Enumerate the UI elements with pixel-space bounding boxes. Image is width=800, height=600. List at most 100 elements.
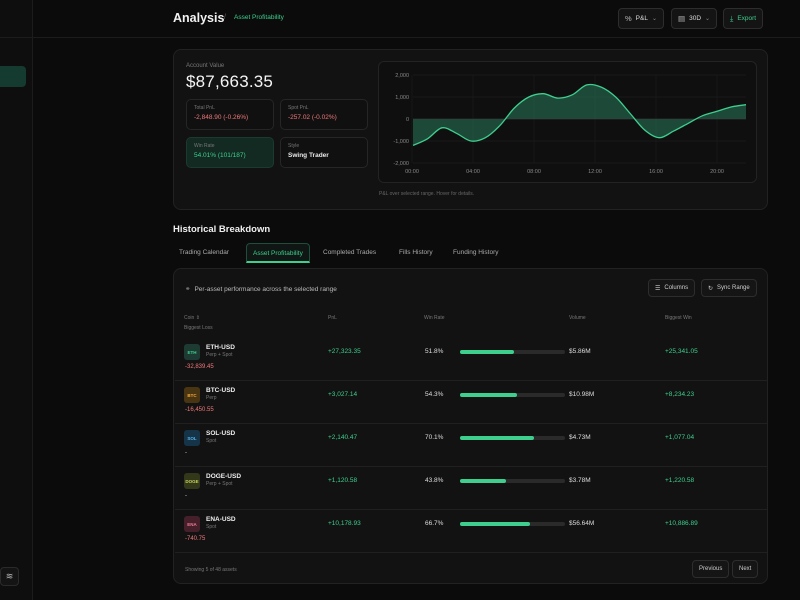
table-row[interactable]: DOGE DOGE-USD Perp + Spot - +1,120.58 43.8% $3… <box>175 467 767 510</box>
win-rate-bar-fill <box>460 436 534 440</box>
coin-symbol: ETH-USD <box>206 344 235 351</box>
win-rate-bar-fill <box>460 479 506 483</box>
coin-symbol: DOGE-USD <box>206 473 242 480</box>
win-rate-bar <box>460 436 565 440</box>
period-select[interactable]: ▤ 30D ⌄ <box>671 8 718 29</box>
page-title: Analysis <box>173 11 225 25</box>
x-tick-label: 12:00 <box>588 169 602 175</box>
pnl-chart[interactable]: 2,000 1,000 0 -1,000 -2,000 00:00 04:00 08:00 12… <box>378 61 757 183</box>
win-rate-bar <box>460 522 565 526</box>
sidebar-divider <box>0 37 33 38</box>
sidebar-item-active[interactable] <box>0 66 26 87</box>
win-rate-value: 70.1% <box>425 434 444 441</box>
pnl-line <box>412 83 747 146</box>
win-rate-value: 66.7% <box>425 520 444 527</box>
biggest-loss: -740.75 <box>185 536 206 542</box>
column-header-volume[interactable]: Volume <box>569 315 586 321</box>
y-tick-label: -2,000 <box>393 161 409 167</box>
coin-market: Perp + Spot <box>206 481 233 487</box>
win-rate-value: 43.8% <box>425 477 444 484</box>
table-caption: ⚭ Per-asset performance across the select… <box>185 285 337 293</box>
sync-range-label: Sync Range <box>717 285 750 291</box>
pnl-area <box>413 84 746 146</box>
percent-icon: % <box>625 14 632 23</box>
previous-button[interactable]: Previous <box>692 560 730 578</box>
win-rate-value: 54.3% <box>425 391 444 398</box>
stat-label: Win Rate <box>194 143 215 149</box>
tab-fills-history[interactable]: Fills History <box>399 249 433 256</box>
column-header-coin-label: Coin <box>184 315 195 321</box>
columns-label: Columns <box>664 285 689 291</box>
pnl-value: +10,178.93 <box>328 520 361 527</box>
coin-market: Spot <box>206 438 217 444</box>
column-header-win-rate[interactable]: Win Rate <box>424 315 445 321</box>
column-header-coin[interactable]: Coin ⇕ <box>184 315 200 321</box>
tab-trading-calendar[interactable]: Trading Calendar <box>179 249 229 256</box>
refresh-icon: ↻ <box>708 285 714 292</box>
sort-icon: ⇕ <box>195 315 200 321</box>
stat-label: Style <box>288 143 300 149</box>
coin-symbol: BTC-USD <box>206 387 236 394</box>
asset-table-card: ⚭ Per-asset performance across the select… <box>173 268 768 584</box>
biggest-loss: -32,839.45 <box>185 364 214 370</box>
y-tick-label: -1,000 <box>393 139 409 145</box>
volume-value: $56.64M <box>569 520 595 527</box>
export-label: Export <box>737 15 757 22</box>
layers-icon[interactable]: ≋ <box>0 567 19 586</box>
coin-symbol: ENA-USD <box>206 516 236 523</box>
table-row[interactable]: ENA ENA-USD Spot -740.75 +10,178.93 66.7% $56.… <box>175 510 767 553</box>
biggest-win-value: +8,234.23 <box>665 391 695 398</box>
coin-badge: SOL <box>184 430 200 446</box>
coin-badge: DOGE <box>184 473 200 489</box>
biggest-win-value: +1,077.04 <box>665 434 695 441</box>
volume-value: $3.78M <box>569 477 591 484</box>
columns-button[interactable]: ☰ Columns <box>648 279 696 297</box>
coin-badge: ENA <box>184 516 200 532</box>
tab-asset-profitability[interactable]: Asset Profitability <box>246 243 310 263</box>
sync-range-button[interactable]: ↻ Sync Range <box>701 279 757 297</box>
coin-market: Spot <box>206 524 217 530</box>
y-tick-label: 1,000 <box>395 95 409 101</box>
x-tick-label: 04:00 <box>466 169 480 175</box>
win-rate-bar-fill <box>460 393 517 397</box>
next-button[interactable]: Next <box>732 560 759 578</box>
download-icon: ⤓ <box>730 13 734 23</box>
win-rate-value: 51.8% <box>425 348 444 355</box>
account-value: $87,663.35 <box>186 72 274 91</box>
win-rate-bar-fill <box>460 522 531 526</box>
x-tick-label: 08:00 <box>527 169 541 175</box>
metric-select-label: P&L <box>635 15 648 22</box>
sidebar: ≋ <box>0 0 33 600</box>
win-rate-bar <box>460 393 565 397</box>
biggest-loss: - <box>185 450 187 456</box>
metric-select[interactable]: % P&L ⌄ <box>618 8 664 29</box>
pnl-value: +2,140.47 <box>328 434 358 441</box>
breadcrumb[interactable]: Asset Profitability <box>234 14 284 21</box>
volume-value: $4.73M <box>569 434 591 441</box>
coin-market: Perp <box>206 395 217 401</box>
table-row[interactable]: SOL SOL-USD Spot - +2,140.47 70.1% $4.73M +1,07… <box>175 424 767 467</box>
table-row[interactable]: BTC BTC-USD Perp -16,450.55 +3,027.14 54.3% $1… <box>175 381 767 424</box>
stat-label: Spot PnL <box>288 105 309 111</box>
export-button[interactable]: ⤓ Export <box>723 8 764 29</box>
biggest-loss: - <box>185 493 187 499</box>
section-title: Historical Breakdown <box>173 224 271 235</box>
x-tick-label: 00:00 <box>405 169 419 175</box>
column-header-pnl[interactable]: PnL <box>328 315 337 321</box>
win-rate-bar <box>460 479 565 483</box>
top-header: Analysis / Asset Profitability % P&L ⌄ ▤… <box>33 0 800 38</box>
calendar-icon: ▤ <box>678 14 686 23</box>
table-row[interactable]: ETH ETH-USD Perp + Spot -32,839.45 +27,323.3… <box>175 338 767 381</box>
column-header-biggest-win[interactable]: Biggest Win <box>665 315 692 321</box>
column-header-biggest-loss[interactable]: Biggest Loss <box>184 325 213 331</box>
coin-market: Perp + Spot <box>206 352 233 358</box>
tab-funding-history[interactable]: Funding History <box>453 249 499 256</box>
stat-value: Swing Trader <box>288 152 329 159</box>
coin-badge: BTC <box>184 387 200 403</box>
x-tick-label: 16:00 <box>649 169 663 175</box>
coin-symbol: SOL-USD <box>206 430 236 437</box>
x-tick-label: 20:00 <box>710 169 724 175</box>
chevron-down-icon: ⌄ <box>705 16 711 22</box>
coin-badge: ETH <box>184 344 200 360</box>
tab-completed-trades[interactable]: Completed Trades <box>323 249 377 256</box>
